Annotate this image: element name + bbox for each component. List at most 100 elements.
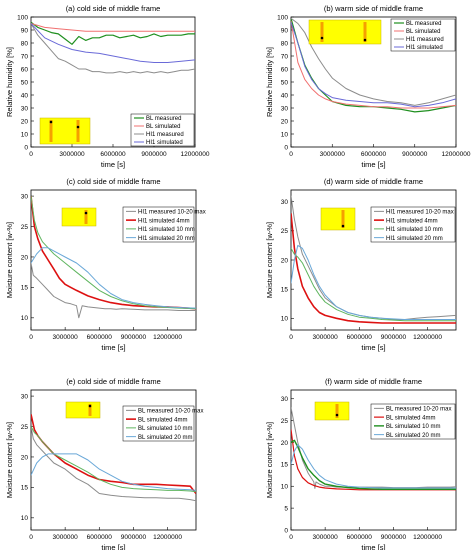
y-axis-label: Moisture content [w-%] — [5, 422, 14, 498]
panel-title: (c) cold side of middle frame — [66, 177, 160, 186]
y-tick-label: 20 — [21, 254, 29, 261]
legend: BL measured 10-20 max BL simulated 4mm BL … — [122, 405, 203, 442]
legend-label: BL measured — [406, 21, 441, 27]
y-axis-label: Moisture content [w-%] — [265, 222, 274, 298]
y-tick-label: 5 — [284, 505, 288, 512]
x-tick-label: 9000000 — [381, 534, 407, 541]
legend: BL measured BL simulated HI1 measured HI1 s… — [390, 18, 456, 52]
series-line-2 — [291, 20, 456, 109]
legend-label: HI1 simulated 10 mm — [138, 227, 195, 233]
y-tick-label: 20 — [281, 118, 289, 125]
x-tick-label: 3000000 — [52, 534, 78, 541]
y-tick-label: 30 — [281, 199, 289, 206]
chart-panel-e: (e) cold side of middle frame 0 3000000 600… — [5, 377, 203, 552]
legend-label: BL simulated 4mm — [138, 417, 187, 423]
x-tick-label: 3000000 — [59, 151, 85, 158]
panel-title: (f) warm side of middle frame — [325, 377, 422, 386]
inset-sensor-dot — [363, 38, 367, 42]
y-tick-label: 100 — [17, 14, 28, 21]
x-tick-label: 12000000 — [413, 334, 442, 341]
series-line-3 — [31, 23, 195, 74]
x-tick-label: 6000000 — [361, 151, 387, 158]
x-tick-label: 12000000 — [181, 151, 210, 158]
y-tick-label: 40 — [21, 92, 29, 99]
y-tick-label: 90 — [281, 27, 289, 34]
y-tick-label: 10 — [21, 315, 29, 322]
legend-label: HI1 measured 10-20 max — [138, 210, 206, 216]
y-tick-label: 15 — [281, 286, 289, 293]
plot-frame — [30, 189, 197, 331]
y-axis-label: Moisture content [w-%] — [5, 222, 14, 298]
legend-box — [122, 206, 195, 243]
legend-label: BL simulated 20 mm — [138, 435, 192, 441]
inset-frame-bar — [335, 404, 339, 418]
series-line-1 — [31, 262, 196, 319]
panel-title: (e) cold side of middle frame — [66, 377, 161, 386]
y-tick-label: 25 — [21, 424, 29, 431]
legend-label: HI1 simulated 20 mm — [138, 236, 195, 242]
y-tick-label: 50 — [281, 79, 289, 86]
legend-box — [370, 206, 456, 243]
series-line-3 — [291, 439, 456, 490]
x-tick-label: 6000000 — [100, 151, 126, 158]
y-tick-label: 20 — [281, 440, 289, 447]
legend-label: HI1 measured 10-20 max — [386, 210, 454, 216]
y-tick-label: 10 — [21, 131, 29, 138]
series-line-3 — [31, 196, 196, 310]
series-line-1 — [31, 21, 195, 45]
y-tick-label: 100 — [277, 14, 288, 21]
legend-label: HI1 measured — [406, 37, 444, 43]
legend-label: BL measured 10-20 max — [138, 409, 203, 415]
x-tick-label: 12000000 — [153, 334, 182, 341]
schematic-inset — [314, 401, 350, 421]
inset-frame-bar — [84, 210, 88, 224]
legend-box — [122, 405, 195, 442]
x-tick-label: 3000000 — [52, 334, 78, 341]
legend-box — [370, 403, 456, 440]
schematic-inset — [308, 19, 382, 45]
chart-panel-f: (f) warm side of middle frame 0 3000000 600… — [265, 377, 457, 552]
y-tick-label: 0 — [24, 144, 28, 151]
legend-box — [130, 113, 195, 147]
y-tick-label: 10 — [281, 484, 289, 491]
y-tick-label: 80 — [21, 40, 29, 47]
panel-title: (d) warm side of middle frame — [324, 177, 423, 186]
inset-frame-bar — [76, 120, 80, 142]
legend-label: BL simulated 20 mm — [386, 433, 440, 439]
inset-sensor-dot — [341, 224, 345, 228]
legend-label: HI1 simulated — [146, 140, 183, 146]
panel-title: (a) cold side of middle frame — [66, 4, 161, 13]
series-line-2 — [31, 23, 195, 32]
inset-background — [314, 401, 350, 421]
x-tick-label: 0 — [289, 334, 293, 341]
y-tick-label: 40 — [281, 92, 289, 99]
x-tick-label: 12000000 — [413, 534, 442, 541]
series-line-1 — [291, 407, 456, 489]
x-tick-label: 9000000 — [381, 334, 407, 341]
inset-background — [61, 207, 97, 227]
y-tick-label: 30 — [21, 193, 29, 200]
y-tick-label: 70 — [21, 53, 29, 60]
plot-frame — [30, 389, 197, 531]
chart-panel-d: (d) warm side of middle frame 0 3000000 600… — [265, 177, 457, 352]
y-tick-label: 30 — [21, 105, 29, 112]
x-tick-label: 3000000 — [312, 534, 338, 541]
series-line-3 — [31, 426, 196, 493]
series-line-3 — [291, 17, 456, 106]
x-tick-label: 6000000 — [347, 534, 373, 541]
y-tick-label: 15 — [281, 462, 289, 469]
inset-background — [308, 19, 382, 45]
chart-panel-a: (a) cold side of middle frame 0 3000000 600… — [5, 4, 210, 169]
inset-background — [320, 207, 356, 231]
x-tick-label: 0 — [29, 334, 33, 341]
legend-label: BL simulated — [406, 29, 440, 35]
inset-sensor-dot — [320, 36, 324, 40]
x-tick-label: 12000000 — [153, 534, 182, 541]
y-tick-label: 20 — [281, 257, 289, 264]
inset-sensor-dot — [49, 120, 53, 124]
y-tick-label: 20 — [21, 118, 29, 125]
inset-frame-bar — [320, 22, 324, 42]
series-line-4 — [291, 22, 456, 108]
